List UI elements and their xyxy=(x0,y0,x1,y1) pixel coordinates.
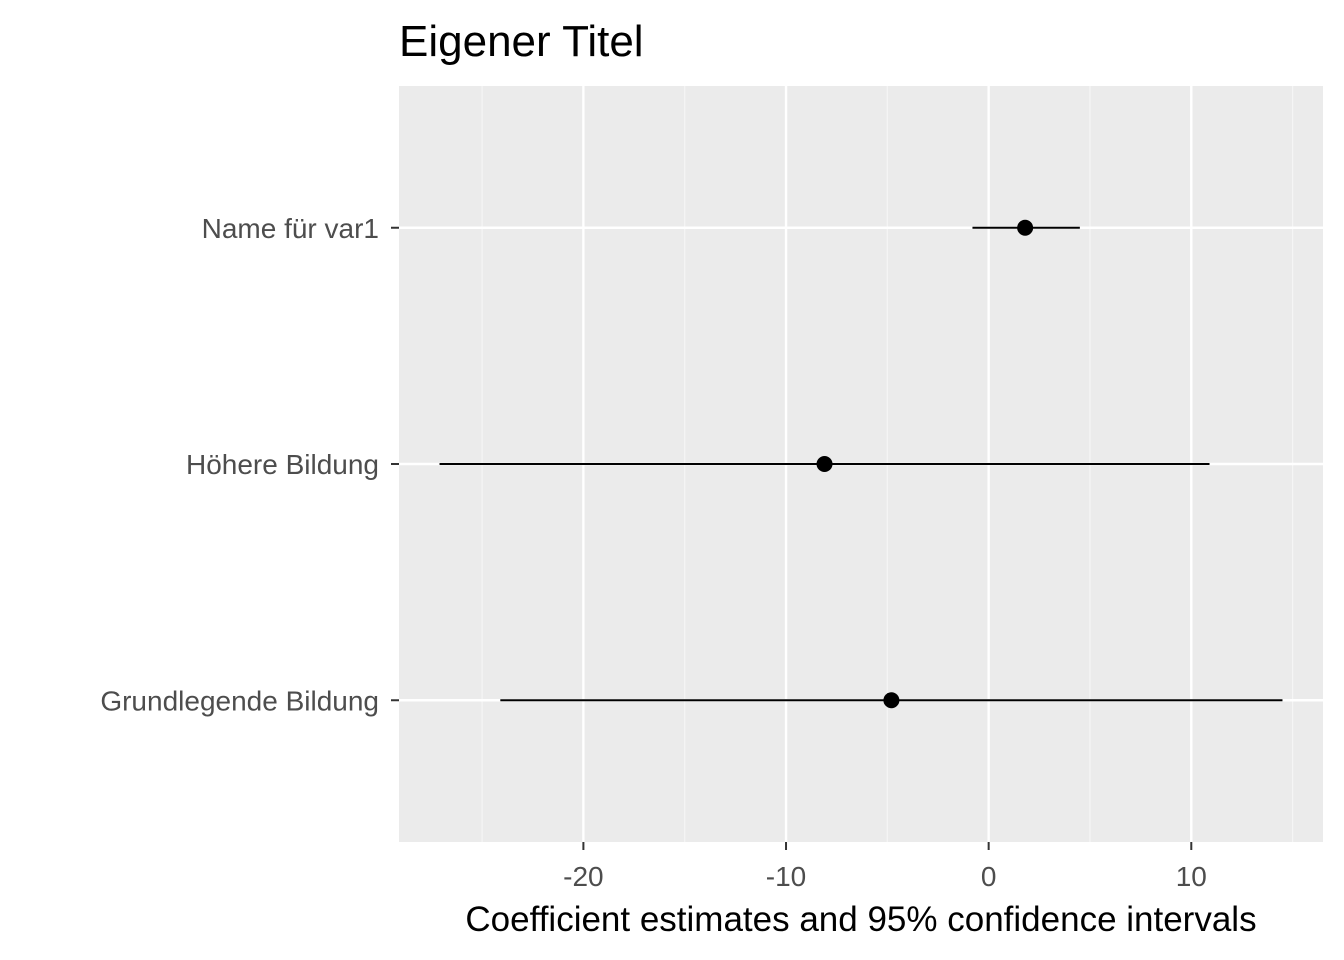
x-axis-title: Coefficient estimates and 95% confidence… xyxy=(465,900,1256,939)
x-axis: -20 -10 0 10 xyxy=(563,842,1207,892)
y-tick-label: Höhere Bildung xyxy=(186,449,379,480)
chart-title: Eigener Titel xyxy=(399,17,644,66)
coefficient-point xyxy=(1017,219,1034,236)
y-tick-label: Name für var1 xyxy=(202,213,379,244)
x-tick-label: 0 xyxy=(981,861,997,892)
x-tick-label: -20 xyxy=(563,861,603,892)
x-tick-label: 10 xyxy=(1176,861,1207,892)
coefficient-points xyxy=(816,219,1034,709)
y-tick-label: Grundlegende Bildung xyxy=(100,685,379,716)
y-axis: Grundlegende Bildung Höhere Bildung Name f… xyxy=(100,213,399,716)
coefficient-point xyxy=(816,456,833,472)
coefficient-point xyxy=(883,692,900,709)
x-tick-label: -10 xyxy=(766,861,806,892)
